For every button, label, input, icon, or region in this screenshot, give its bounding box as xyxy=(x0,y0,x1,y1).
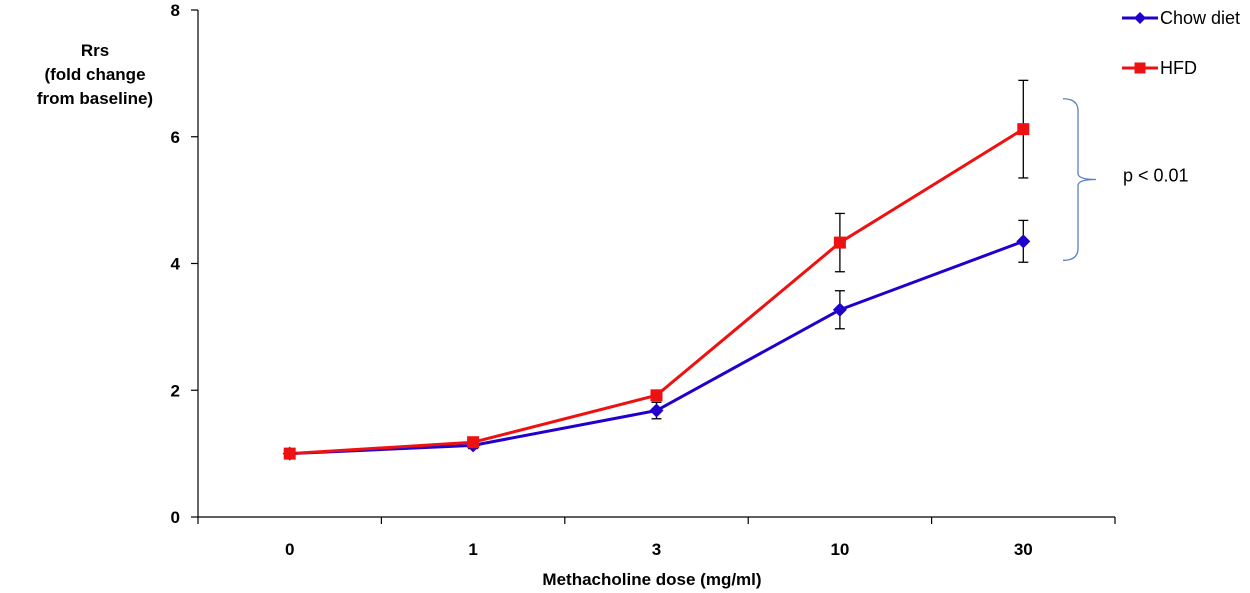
legend-item: HFD xyxy=(1122,58,1197,78)
legend-item: Chow diet xyxy=(1122,8,1240,28)
data-point xyxy=(649,403,664,418)
legend-label: HFD xyxy=(1160,58,1197,78)
x-tick-label: 30 xyxy=(1014,540,1033,559)
data-point xyxy=(832,302,847,317)
significance-label: p < 0.01 xyxy=(1123,166,1189,186)
y-axis-title: Rrs (fold change from baseline) xyxy=(37,41,153,108)
x-tick-label: 1 xyxy=(468,540,477,559)
series-line-chow-diet xyxy=(289,239,1024,456)
y-tick-label: 4 xyxy=(171,255,181,274)
data-point xyxy=(1016,234,1031,249)
axes: 0 2 4 6 8 0 1 3 10 30 xyxy=(171,1,1116,559)
data-point xyxy=(833,236,846,249)
y-axis-title-line-3: from baseline) xyxy=(37,89,153,108)
y-axis-title-line-2: (fold change xyxy=(44,65,145,84)
series-0-errorbars xyxy=(468,219,1029,450)
significance-bracket xyxy=(1062,98,1097,261)
plot-series xyxy=(282,79,1031,461)
x-axis-title: Methacholine dose (mg/ml) xyxy=(542,570,761,589)
series-1-errorbars xyxy=(468,79,1029,447)
y-tick-label: 8 xyxy=(171,1,180,20)
x-tick-label: 3 xyxy=(652,540,661,559)
legend-marker xyxy=(1134,12,1146,24)
y-tick-label: 2 xyxy=(171,381,180,400)
x-tick-label: 10 xyxy=(830,540,849,559)
significance-annotation: p < 0.01 xyxy=(1062,98,1189,261)
legend-marker xyxy=(1134,62,1146,74)
y-tick-label: 6 xyxy=(171,128,180,147)
legend: Chow diet HFD xyxy=(1122,8,1240,78)
data-point xyxy=(467,436,480,449)
x-tick-label: 0 xyxy=(285,540,294,559)
y-tick-label: 0 xyxy=(171,508,180,527)
data-point xyxy=(1017,123,1030,136)
y-axis-title-line-1: Rrs xyxy=(81,41,109,60)
data-point xyxy=(650,389,663,402)
legend-label: Chow diet xyxy=(1160,8,1240,28)
data-point xyxy=(283,447,296,460)
